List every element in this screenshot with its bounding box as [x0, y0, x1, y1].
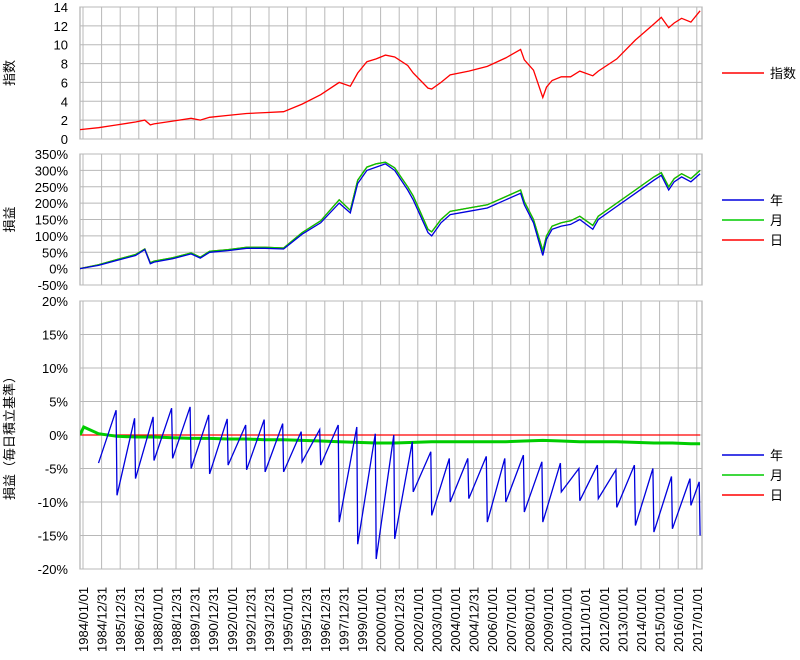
- x-tick-label: 1995/01/01: [281, 587, 296, 652]
- series-line-1: [80, 10, 701, 131]
- x-tick-label: 1985/12/31: [113, 587, 128, 652]
- x-tick-label: 1992/01/01: [225, 587, 240, 652]
- x-tick-label: 1995/12/31: [299, 587, 314, 652]
- x-tick-label: 2008/01/01: [522, 587, 537, 652]
- y-tick-label: 14: [54, 0, 68, 15]
- legend-label: 日: [770, 488, 783, 503]
- panel-1: 0 2 4 6 8 10 12 14 指数 指数: [2, 0, 796, 147]
- panel-2: -50%0% 50%100%150% 200%250% 300%350% 損益 年月日: [2, 147, 783, 293]
- x-tick-label: 1996/12/31: [318, 587, 333, 652]
- y-tick-label: 0%: [49, 428, 68, 443]
- y-tick-label: 150%: [35, 213, 69, 228]
- x-tick-label: 1988/01/01: [150, 587, 165, 652]
- x-tick-label: 2014/01/01: [634, 587, 649, 652]
- x-tick-label: 2000/12/31: [392, 587, 407, 652]
- y-tick-label: 4: [61, 94, 68, 109]
- x-tick-label: 2015/01/01: [653, 587, 668, 652]
- x-tick-label: 2007/01/01: [504, 587, 519, 652]
- x-tick-label: 1999/01/01: [355, 587, 370, 652]
- y-tick-label: 250%: [35, 180, 69, 195]
- x-tick-label: 2004/01/01: [448, 587, 463, 652]
- x-tick-label: 1992/12/31: [243, 587, 258, 652]
- legend-label: 年: [770, 448, 783, 463]
- y-tick-label: 350%: [35, 147, 69, 162]
- y-tick-label: -5%: [45, 462, 69, 477]
- y-tick-label: 0%: [49, 262, 68, 277]
- y-tick-label: -10%: [38, 495, 69, 510]
- y-tick-label: 0: [61, 132, 68, 147]
- plot-area: [79, 6, 703, 140]
- y-tick-label: 300%: [35, 163, 69, 178]
- y-tick-label: 5%: [49, 395, 68, 410]
- x-tick-label: 2006/01/01: [485, 587, 500, 652]
- y-axis-label: 指数: [2, 60, 17, 86]
- y-tick-label: -15%: [38, 529, 69, 544]
- y-tick-label: 50%: [42, 245, 68, 260]
- x-tick-label: 1984/12/31: [95, 587, 110, 652]
- panel-3: -20% -15% -10% -5% 0% 5% 10% 15% 20% 損益（毎日積立基準） 年月…: [2, 294, 783, 577]
- series-line-2: [80, 425, 701, 446]
- legend-label: 月: [770, 468, 783, 483]
- legend-label: 年: [770, 193, 783, 208]
- x-tick-label: 1988/12/31: [169, 587, 184, 652]
- legend-label: 日: [770, 233, 783, 248]
- y-tick-label: 6: [61, 75, 68, 90]
- x-tick-label: 1984/01/01: [76, 587, 91, 652]
- x-tick-label: 2013/01/01: [615, 587, 630, 652]
- x-tick-label: 1993/12/31: [262, 587, 277, 652]
- y-tick-label: 100%: [35, 229, 69, 244]
- x-tick-label: 2010/01/01: [560, 587, 575, 652]
- y-tick-label: 2: [61, 113, 68, 128]
- x-tick-label: 2003/01/01: [429, 587, 444, 652]
- y-tick-label: 15%: [42, 328, 68, 343]
- x-tick-label: 2000/01/01: [374, 587, 389, 652]
- y-tick-label: 12: [54, 19, 68, 34]
- y-tick-label: -50%: [38, 278, 69, 293]
- legend-label: 月: [770, 213, 783, 228]
- y-tick-label: 8: [61, 57, 68, 72]
- y-tick-label: 10: [54, 38, 68, 53]
- x-tick-label: 1990/12/31: [206, 587, 221, 652]
- x-tick-label: 2017/01/01: [690, 587, 705, 652]
- series-line-2: [80, 161, 701, 270]
- x-tick-label: 1986/12/31: [132, 587, 147, 652]
- x-tick-label: 2004/12/31: [467, 587, 482, 652]
- x-tick-label: 2002/01/01: [411, 587, 426, 652]
- x-tick-label: 2012/01/01: [597, 587, 612, 652]
- y-axis-label: 損益（毎日積立基準）: [2, 370, 17, 500]
- y-tick-label: -20%: [38, 562, 69, 577]
- x-tick-label: 2011/01/01: [578, 588, 593, 652]
- y-tick-label: 20%: [42, 294, 68, 309]
- series-line-1: [80, 163, 701, 270]
- x-tick-label: 2009/01/01: [541, 587, 556, 652]
- x-tick-label: 1989/12/31: [188, 587, 203, 652]
- y-tick-label: 200%: [35, 196, 69, 211]
- y-axis-label: 損益: [2, 206, 17, 232]
- legend-label: 指数: [770, 66, 796, 81]
- x-tick-label: 2016/01/01: [671, 587, 686, 652]
- y-tick-label: 10%: [42, 361, 68, 376]
- x-tick-label: 1997/12/31: [336, 587, 351, 652]
- series-line-1: [97, 406, 701, 560]
